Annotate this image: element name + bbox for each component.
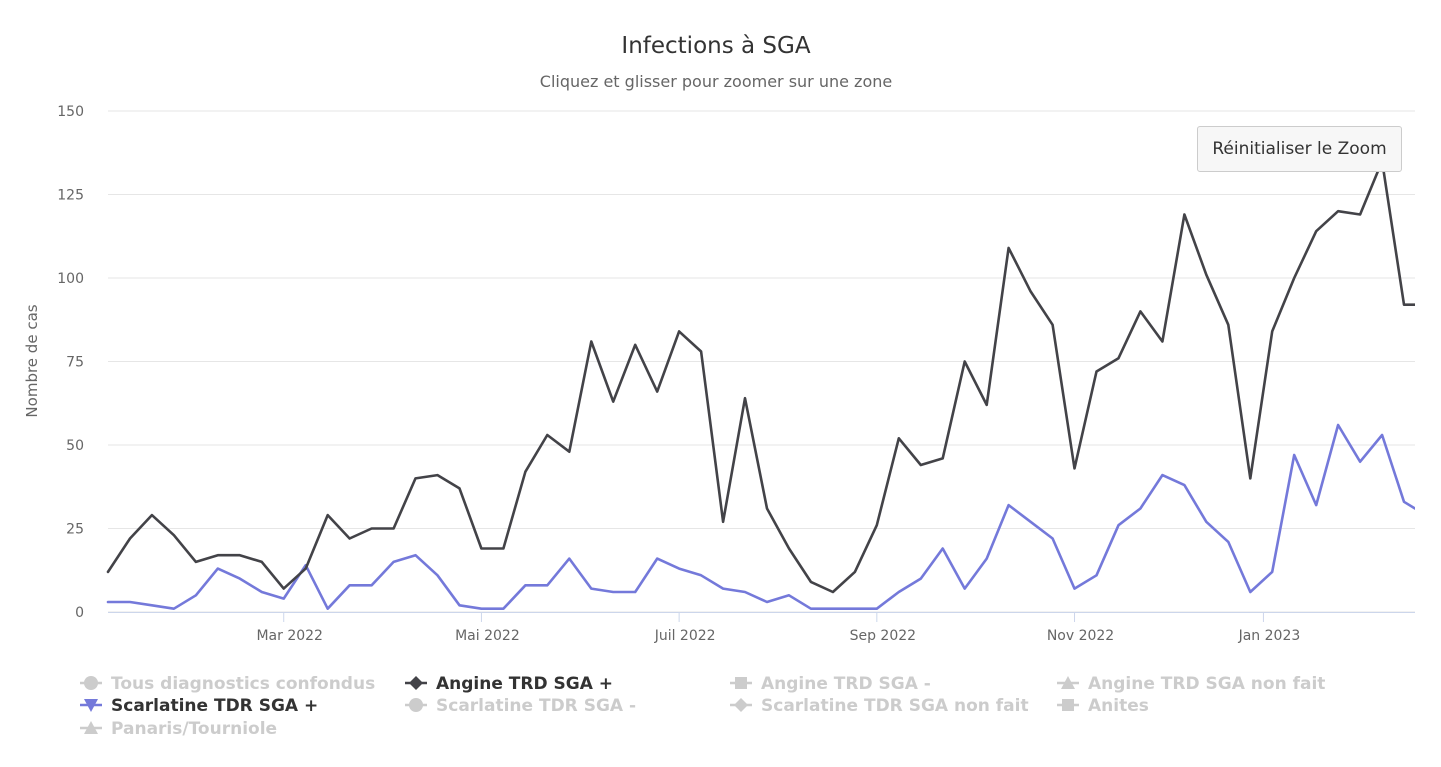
legend-item[interactable]: Scarlatine TDR SGA +	[80, 696, 318, 716]
y-tick-label: 100	[57, 271, 84, 287]
y-tick-label: 0	[75, 605, 84, 621]
y-axis-title: Nombre de cas	[23, 304, 41, 417]
legend-item[interactable]: Angine TRD SGA -	[730, 674, 931, 694]
legend-item[interactable]: Scarlatine TDR SGA non fait	[730, 696, 1029, 716]
series-line-angine-trd-sga-plus[interactable]	[106, 159, 1415, 594]
legend-marker-triangle-down-icon	[84, 699, 98, 712]
legend-item[interactable]: Tous diagnostics confondus	[80, 674, 375, 694]
chart-title: Infections à SGA	[621, 33, 810, 59]
legend-marker-circle-icon	[409, 698, 423, 712]
legend-item[interactable]: Angine TRD SGA +	[405, 674, 613, 694]
x-axis-ticks: Mar 2022 Mai 2022 Juil 2022 Sep 2022 Nov 202…	[108, 612, 1415, 644]
chart-subtitle: Cliquez et glisser pour zoomer sur une z…	[540, 72, 892, 91]
legend[interactable]: Tous diagnostics confondus Angine TRD SGA…	[80, 674, 1325, 739]
x-tick-label: Jan 2023	[1238, 628, 1301, 644]
legend-label: Scarlatine TDR SGA -	[436, 696, 636, 716]
legend-label: Angine TRD SGA +	[436, 674, 613, 694]
y-tick-label: 150	[57, 104, 84, 120]
x-tick-label: Sep 2022	[850, 628, 916, 644]
legend-label: Scarlatine TDR SGA +	[111, 696, 318, 716]
legend-item[interactable]: Anites	[1057, 696, 1149, 716]
legend-label: Panaris/Tourniole	[111, 719, 277, 739]
series-line-scarlatine-tdr-sga-plus[interactable]	[106, 423, 1415, 611]
series-lines[interactable]	[106, 159, 1415, 611]
grid	[108, 110, 1415, 613]
x-tick-label: Nov 2022	[1047, 628, 1114, 644]
legend-marker-triangle-icon	[1061, 676, 1075, 689]
legend-label: Scarlatine TDR SGA non fait	[761, 696, 1029, 716]
legend-marker-diamond-icon	[409, 676, 423, 690]
reset-zoom-button[interactable]: Réinitialiser le Zoom	[1197, 126, 1402, 172]
y-axis-ticks: 0 25 50 75 100 125 150	[57, 104, 84, 621]
y-tick-label: 75	[66, 355, 84, 371]
legend-item[interactable]: Panaris/Tourniole	[80, 719, 277, 739]
legend-marker-square-icon	[1062, 699, 1074, 711]
legend-marker-triangle-icon	[84, 721, 98, 734]
x-tick-label: Mai 2022	[455, 628, 520, 644]
legend-label: Anites	[1088, 696, 1149, 716]
legend-item[interactable]: Scarlatine TDR SGA -	[405, 696, 636, 716]
legend-label: Angine TRD SGA -	[761, 674, 931, 694]
y-tick-label: 25	[66, 522, 84, 538]
legend-item[interactable]: Angine TRD SGA non fait	[1057, 674, 1325, 694]
x-tick-label: Mar 2022	[256, 628, 323, 644]
y-tick-label: 125	[57, 188, 84, 204]
legend-marker-circle-icon	[84, 676, 98, 690]
legend-marker-square-icon	[735, 677, 747, 689]
y-tick-label: 50	[66, 438, 84, 454]
x-tick-label: Juil 2022	[654, 628, 716, 644]
legend-label: Tous diagnostics confondus	[111, 674, 375, 694]
legend-marker-diamond-icon	[734, 698, 748, 712]
legend-label: Angine TRD SGA non fait	[1088, 674, 1325, 694]
